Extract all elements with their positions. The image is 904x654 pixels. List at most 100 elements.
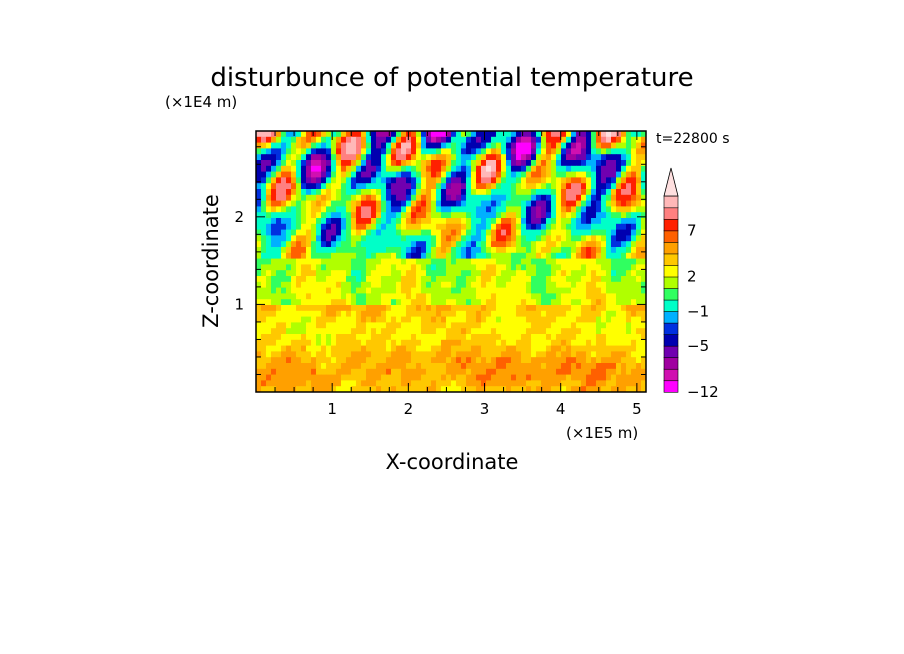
heatmap-cell <box>506 316 512 323</box>
heatmap-cell <box>476 363 482 370</box>
heatmap-cell <box>256 351 262 358</box>
heatmap-cell <box>301 206 307 213</box>
heatmap-cell <box>321 322 327 329</box>
heatmap-cell <box>571 276 577 283</box>
heatmap-cell <box>526 189 532 196</box>
heatmap-cell <box>286 229 292 236</box>
heatmap-cell <box>636 374 642 381</box>
heatmap-cell <box>386 154 392 161</box>
heatmap-cell <box>371 189 377 196</box>
heatmap-cell <box>291 218 297 225</box>
heatmap-cell <box>611 339 617 346</box>
heatmap-cell <box>356 131 362 138</box>
heatmap-cell <box>601 183 607 190</box>
heatmap-cell <box>356 241 362 248</box>
heatmap-cell <box>501 160 507 167</box>
heatmap-cell <box>326 386 332 393</box>
heatmap-cell <box>581 380 587 387</box>
heatmap-cell <box>401 223 407 230</box>
heatmap-cell <box>631 212 637 219</box>
heatmap-cell <box>256 328 262 335</box>
heatmap-cell <box>441 305 447 312</box>
heatmap-cell <box>311 165 317 172</box>
heatmap-cell <box>526 136 532 143</box>
heatmap-cell <box>461 281 467 288</box>
heatmap-cell <box>516 241 522 248</box>
heatmap-cell <box>606 293 612 300</box>
heatmap-cell <box>326 165 332 172</box>
heatmap-cell <box>536 218 542 225</box>
heatmap-cell <box>371 305 377 312</box>
heatmap-cell <box>346 374 352 381</box>
heatmap-cell <box>586 206 592 213</box>
heatmap-cell <box>286 322 292 329</box>
heatmap-cell <box>306 386 312 393</box>
heatmap-cell <box>306 281 312 288</box>
heatmap-cell <box>511 200 517 207</box>
heatmap-cell <box>361 171 367 178</box>
heatmap-cell <box>341 189 347 196</box>
heatmap-cell <box>611 229 617 236</box>
heatmap-cell <box>556 351 562 358</box>
heatmap-cell <box>636 322 642 329</box>
heatmap-cell <box>616 252 622 259</box>
heatmap-cell <box>456 183 462 190</box>
heatmap-cell <box>426 136 432 143</box>
heatmap-cell <box>636 171 642 178</box>
heatmap-cell <box>601 206 607 213</box>
heatmap-cell <box>476 258 482 265</box>
heatmap-cell <box>516 339 522 346</box>
heatmap-cell <box>496 131 502 138</box>
heatmap-cell <box>356 177 362 184</box>
heatmap-cell <box>306 299 312 306</box>
heatmap-cell <box>261 223 267 230</box>
heatmap-cell <box>431 171 437 178</box>
heatmap-cell <box>566 223 572 230</box>
heatmap-cell <box>636 328 642 335</box>
heatmap-cell <box>441 241 447 248</box>
heatmap-cell <box>521 131 527 138</box>
heatmap-cell <box>321 270 327 277</box>
heatmap-cell <box>596 148 602 155</box>
heatmap-cell <box>586 363 592 370</box>
heatmap-cell <box>296 148 302 155</box>
heatmap-cell <box>506 287 512 294</box>
heatmap-cell <box>281 270 287 277</box>
heatmap-cell <box>446 194 452 201</box>
heatmap-cell <box>506 136 512 143</box>
heatmap-cell <box>571 264 577 271</box>
heatmap-cell <box>451 276 457 283</box>
heatmap-cell <box>506 368 512 375</box>
heatmap-cell <box>256 368 262 375</box>
heatmap-cell <box>556 293 562 300</box>
heatmap-cell <box>276 305 282 312</box>
heatmap-cell <box>481 322 487 329</box>
heatmap-cell <box>436 305 442 312</box>
heatmap-cell <box>631 247 637 254</box>
heatmap-cell <box>486 357 492 364</box>
heatmap-cell <box>571 218 577 225</box>
heatmap-cell <box>291 363 297 370</box>
heatmap-cell <box>636 194 642 201</box>
heatmap-cell <box>391 165 397 172</box>
heatmap-cell <box>376 305 382 312</box>
heatmap-cell <box>531 310 537 317</box>
heatmap-cell <box>266 293 272 300</box>
heatmap-cell <box>501 328 507 335</box>
heatmap-cell <box>256 177 262 184</box>
heatmap-cell <box>256 241 262 248</box>
heatmap-cell <box>411 142 417 149</box>
heatmap-cell <box>401 287 407 294</box>
heatmap-cell <box>266 252 272 259</box>
heatmap-cell <box>486 386 492 393</box>
heatmap-cell <box>411 247 417 254</box>
heatmap-cell <box>576 252 582 259</box>
heatmap-cell <box>386 200 392 207</box>
heatmap-cell <box>426 380 432 387</box>
heatmap-cell <box>316 316 322 323</box>
heatmap-cell <box>546 212 552 219</box>
heatmap-cell <box>531 177 537 184</box>
heatmap-cell <box>396 206 402 213</box>
heatmap-cell <box>276 194 282 201</box>
heatmap-cell <box>391 212 397 219</box>
